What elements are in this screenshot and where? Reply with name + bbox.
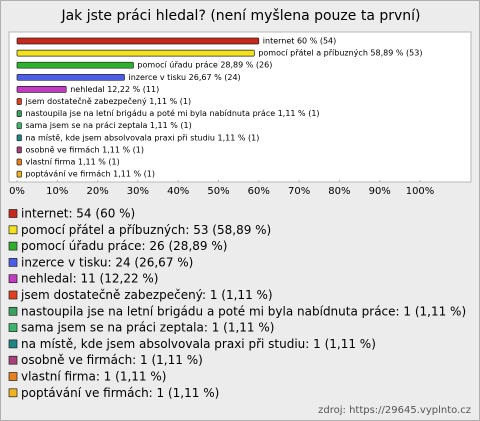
- legend-label: na místě, kde jsem absolvovala praxi při…: [21, 337, 376, 351]
- legend-swatch: [8, 306, 18, 316]
- legend-label: nehledal: 11 (12,22 %): [21, 272, 159, 286]
- bar: [16, 158, 22, 166]
- bar-label: na místě, kde jsem absolvovala praxi při…: [25, 133, 259, 142]
- legend-swatch: [8, 274, 18, 284]
- bar: [16, 170, 22, 178]
- chart-title: Jak jste práci hledal? (není myšlena pou…: [60, 8, 420, 24]
- legend-swatch: [8, 209, 18, 218]
- legend-label: poptávání ve firmách: 1 (1,11 %): [21, 386, 219, 400]
- bar: [16, 49, 255, 57]
- bar: [16, 98, 22, 105]
- legend-label: jsem dostatečně zabezpečený: 1 (1,11 %): [20, 288, 273, 302]
- x-tick-label: 70%: [288, 186, 310, 197]
- x-tick-label: 20%: [86, 186, 108, 197]
- bar: [16, 73, 125, 81]
- legend-label: pomocí přátel a příbuzných: 53 (58,89 %): [21, 223, 271, 237]
- bar: [16, 134, 22, 142]
- x-tick-label: 100%: [406, 186, 435, 197]
- legend-swatch: [8, 339, 18, 349]
- bar-label: nehledal 12,22 % (11): [70, 85, 159, 94]
- bar: [16, 146, 22, 154]
- bar-label: jsem dostatečně zabezpečený 1,11 % (1): [24, 96, 191, 106]
- bar-label: poptávání ve firmách 1,11 % (1): [25, 170, 155, 179]
- legend-label: vlastní firma: 1 (1,11 %): [21, 370, 166, 384]
- legend-swatch: [8, 258, 18, 267]
- bar-label: nastoupila jse na letní brigádu a poté m…: [25, 108, 319, 118]
- x-tick-label: 80%: [328, 186, 350, 197]
- x-tick-label: 30%: [127, 186, 149, 197]
- legend-swatch: [8, 355, 18, 365]
- x-tick-label: 60%: [248, 186, 270, 197]
- bar: [16, 37, 260, 45]
- legend-swatch: [8, 388, 18, 398]
- legend-label: internet: 54 (60 %): [21, 207, 135, 221]
- legend-label: inzerce v tisku: 24 (26,67 %): [21, 255, 193, 269]
- legend-swatch: [8, 290, 18, 300]
- legend-label: sama jsem se na práci zeptala: 1 (1,11 %…: [21, 321, 274, 335]
- plot-frame: [8, 31, 472, 183]
- source: zdroj: https://29645.vyplnto.cz: [318, 405, 471, 416]
- bar: [16, 110, 22, 117]
- bar: [16, 61, 134, 69]
- legend-swatch: [8, 225, 18, 235]
- bar-label: pomocí úřadu práce 28,89 % (26): [137, 61, 272, 70]
- legend-label: nastoupila jse na letní brigádu a poté m…: [21, 304, 466, 318]
- x-tick-label: 90%: [369, 186, 391, 197]
- bar-label: sama jsem se na práci zeptala 1,11 % (1): [25, 121, 191, 130]
- bar: [16, 122, 22, 130]
- x-tick-label: 40%: [167, 186, 189, 197]
- x-tick-label: 50%: [207, 186, 229, 197]
- bar: [16, 86, 67, 93]
- bar-label: inzerce v tisku 26,67 % (24): [128, 73, 240, 82]
- legend-label: osobně ve firmách: 1 (1,11 %): [21, 353, 203, 367]
- bar-label: pomocí přátel a příbuzných 58,89 % (53): [258, 49, 422, 58]
- legend-swatch: [8, 241, 18, 251]
- legend-swatch: [8, 323, 18, 332]
- legend-swatch: [8, 372, 18, 381]
- legend-label: pomocí úřadu práce: 26 (28,89 %): [21, 239, 227, 253]
- bar-label: internet 60 % (54): [263, 37, 336, 46]
- bar-label: vlastní firma 1,11 % (1): [25, 158, 119, 167]
- x-tick-label: 10%: [46, 186, 68, 197]
- bar-label: osobně ve firmách 1,11 % (1): [25, 145, 144, 154]
- x-tick-label: 0%: [9, 186, 25, 197]
